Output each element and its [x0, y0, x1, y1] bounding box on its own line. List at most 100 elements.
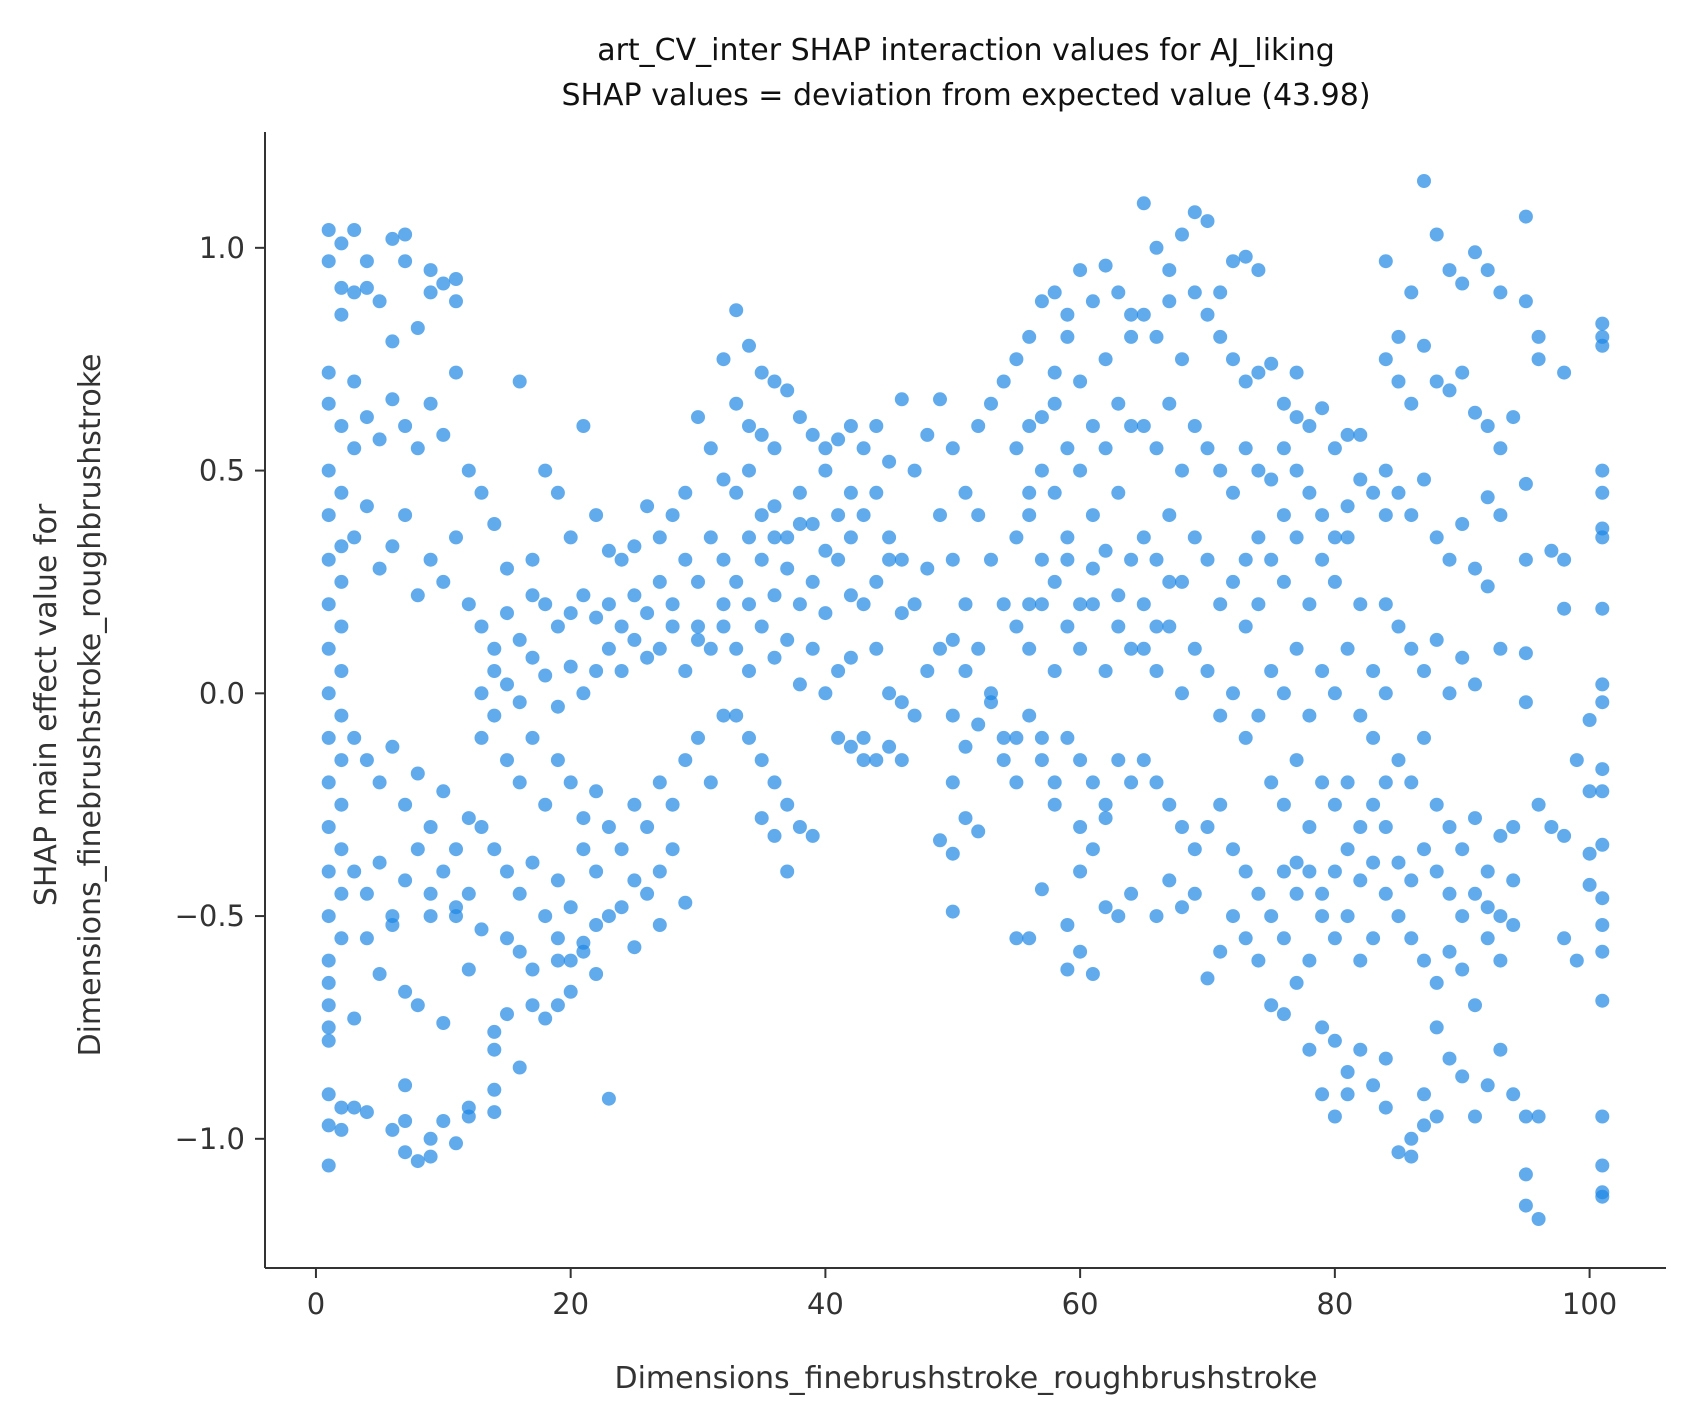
data-point	[996, 374, 1011, 389]
data-point	[1098, 543, 1113, 558]
data-point	[971, 508, 986, 523]
data-point	[678, 664, 693, 678]
data-point	[1429, 374, 1444, 389]
x-tick-label: 100	[1562, 1287, 1617, 1321]
data-point	[385, 739, 400, 754]
data-point	[423, 820, 438, 834]
data-point	[640, 886, 655, 901]
data-point	[754, 365, 769, 380]
data-point	[1162, 574, 1177, 589]
data-point	[1302, 485, 1317, 500]
data-point	[500, 931, 514, 946]
data-point	[945, 441, 960, 456]
data-point	[423, 886, 438, 901]
data-point	[1429, 797, 1444, 812]
data-point	[423, 396, 438, 411]
data-point	[410, 1154, 425, 1169]
data-point	[359, 753, 374, 768]
data-point	[321, 641, 336, 656]
x-tick-label: 0	[307, 1287, 325, 1321]
data-point	[321, 730, 336, 745]
data-point	[1429, 975, 1444, 990]
data-point	[1085, 967, 1100, 981]
data-point	[1340, 909, 1355, 924]
data-point	[1595, 1189, 1610, 1204]
data-point	[410, 321, 425, 335]
data-point	[1187, 205, 1202, 220]
data-point	[1455, 1069, 1470, 1084]
data-point	[971, 641, 986, 656]
data-point	[1595, 316, 1610, 331]
data-point	[1455, 650, 1470, 665]
data-point	[398, 984, 413, 999]
data-point	[398, 419, 413, 433]
data-point	[1315, 552, 1330, 567]
data-point	[1251, 365, 1266, 380]
data-point	[1238, 374, 1253, 389]
data-point	[1289, 753, 1304, 768]
data-point	[321, 1033, 336, 1048]
data-point	[1124, 329, 1139, 344]
data-point	[856, 730, 871, 745]
data-point	[321, 1118, 336, 1133]
data-point	[1175, 820, 1189, 834]
y-tick-label: 0.0	[199, 676, 245, 710]
data-point	[1200, 971, 1215, 986]
data-point	[1175, 463, 1189, 478]
data-point	[1098, 664, 1113, 678]
data-point	[321, 463, 336, 478]
data-point	[1442, 886, 1457, 901]
data-point	[359, 499, 374, 514]
data-point	[538, 597, 553, 612]
data-point	[742, 530, 756, 545]
data-point	[461, 811, 476, 826]
data-point	[1034, 730, 1049, 745]
data-point	[525, 588, 540, 603]
data-point	[372, 561, 387, 576]
data-point	[1404, 508, 1419, 523]
data-point	[1595, 695, 1610, 710]
data-point	[716, 708, 731, 723]
data-point	[780, 561, 795, 576]
data-point	[1073, 820, 1088, 834]
data-point	[754, 427, 769, 442]
data-point	[627, 588, 642, 603]
data-point	[920, 427, 935, 442]
data-point	[856, 753, 871, 768]
data-point	[347, 1011, 362, 1026]
data-point	[1455, 909, 1470, 924]
data-point	[385, 392, 400, 407]
data-point	[1047, 775, 1062, 790]
data-point	[1353, 873, 1368, 888]
data-point	[1073, 374, 1088, 389]
data-point	[614, 664, 629, 678]
data-point	[640, 499, 655, 514]
data-point	[321, 686, 336, 701]
data-point	[334, 886, 349, 901]
data-point	[1442, 686, 1457, 701]
data-point	[1175, 574, 1189, 589]
data-point	[984, 695, 998, 710]
data-point	[945, 552, 960, 567]
data-point	[321, 396, 336, 411]
data-point	[385, 909, 400, 924]
data-point	[1162, 508, 1177, 523]
data-point	[474, 922, 489, 937]
data-point	[1442, 552, 1457, 567]
data-point	[436, 574, 451, 589]
data-point	[1302, 597, 1317, 612]
data-point	[945, 775, 960, 790]
data-point	[1327, 574, 1342, 589]
data-point	[1022, 597, 1037, 612]
data-point	[652, 641, 667, 656]
data-point	[1315, 401, 1330, 416]
data-point	[1200, 820, 1215, 834]
data-point	[933, 392, 947, 407]
data-point	[703, 441, 718, 456]
data-point	[1378, 686, 1393, 701]
data-point	[1417, 664, 1431, 678]
data-point	[1085, 775, 1100, 790]
data-point	[347, 530, 362, 545]
data-point	[894, 392, 909, 407]
data-point	[1073, 263, 1088, 278]
